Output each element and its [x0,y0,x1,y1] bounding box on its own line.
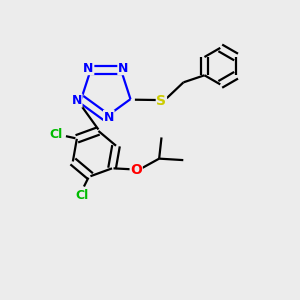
Text: S: S [156,94,167,108]
Text: N: N [72,94,82,107]
Text: N: N [83,61,94,75]
Text: Cl: Cl [49,128,62,141]
Text: N: N [103,110,114,124]
Text: O: O [130,163,142,177]
Text: Cl: Cl [75,189,88,202]
Text: N: N [118,61,128,75]
